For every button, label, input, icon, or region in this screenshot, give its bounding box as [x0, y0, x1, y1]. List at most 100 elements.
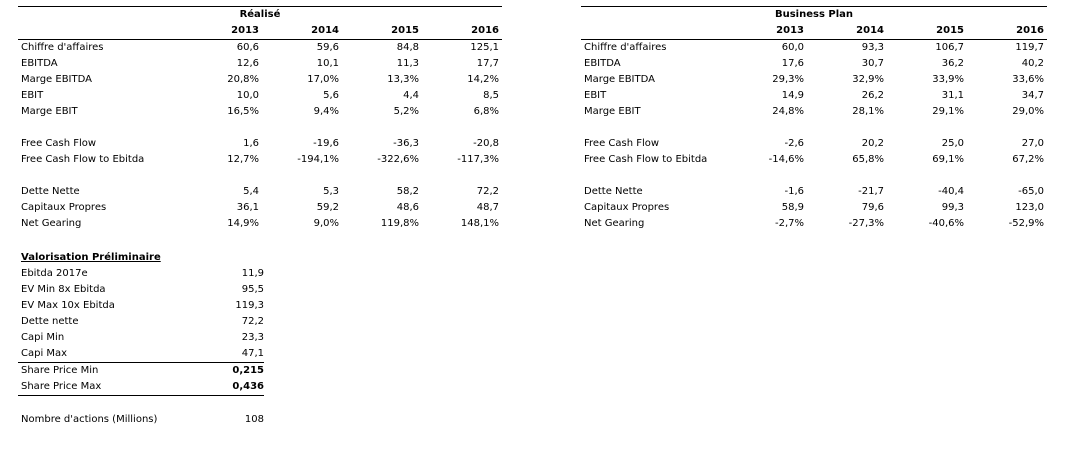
- table-row: Capitaux Propres 58,9 79,6 99,3 123,0: [581, 200, 1047, 216]
- realise-year-header: 2013 2014 2015 2016: [18, 23, 502, 40]
- row-label: Dette Nette: [584, 186, 643, 197]
- valorisation-label: Dette nette: [21, 316, 79, 327]
- row-label: Marge EBIT: [21, 106, 78, 117]
- valorisation-label: EV Max 10x Ebitda: [21, 300, 115, 311]
- business-plan-top-rule: [581, 6, 1047, 7]
- nombre-actions-value: 108: [244, 414, 264, 425]
- business-plan-year-header: 2013 2014 2015 2016: [581, 23, 1047, 40]
- cell-value: -2,7%: [774, 218, 804, 229]
- cell-value: 106,7: [935, 42, 964, 53]
- cell-value: 29,0%: [1012, 106, 1044, 117]
- cell-value: 33,6%: [1012, 74, 1044, 85]
- cell-value: -194,1%: [297, 154, 339, 165]
- cell-value: 9,0%: [313, 218, 339, 229]
- table-row: EBIT 14,9 26,2 31,1 34,7: [581, 88, 1047, 104]
- cell-value: -14,6%: [768, 154, 804, 165]
- cell-value: 29,3%: [772, 74, 804, 85]
- valorisation-row: Capi Min 23,3: [18, 330, 264, 346]
- valorisation-row: Ebitda 2017e 11,9: [18, 266, 264, 282]
- cell-value: -36,3: [393, 138, 419, 149]
- cell-value: 58,9: [781, 202, 804, 213]
- cell-value: 20,8%: [227, 74, 259, 85]
- cell-value: 119,7: [1015, 42, 1044, 53]
- cell-value: 24,8%: [772, 106, 804, 117]
- valorisation-label: EV Min 8x Ebitda: [21, 284, 106, 295]
- cell-value: 31,1: [941, 90, 964, 101]
- table-row: Dette Nette 5,4 5,3 58,2 72,2: [18, 184, 502, 200]
- year-header: 2013: [776, 25, 804, 36]
- valorisation-block: Valorisation Préliminaire Ebitda 2017e 11…: [18, 250, 264, 428]
- cell-value: 5,3: [323, 186, 339, 197]
- cell-value: 72,2: [476, 186, 499, 197]
- spacer: [18, 168, 502, 184]
- cell-value: 20,2: [861, 138, 884, 149]
- spacer: [18, 120, 502, 136]
- realise-body: Chiffre d'affaires 60,6 59,6 84,8 125,1 EBITD…: [18, 40, 502, 232]
- row-label: Capitaux Propres: [21, 202, 107, 213]
- table-row: Marge EBIT 16,5% 9,4% 5,2% 6,8%: [18, 104, 502, 120]
- table-row: Chiffre d'affaires 60,0 93,3 106,7 119,7: [581, 40, 1047, 56]
- cell-value: 25,0: [941, 138, 964, 149]
- cell-value: 119,8%: [380, 218, 419, 229]
- table-row: Net Gearing 14,9% 9,0% 119,8% 148,1%: [18, 216, 502, 232]
- table-row: Marge EBITDA 29,3% 32,9% 33,9% 33,6%: [581, 72, 1047, 88]
- cell-value: 58,2: [396, 186, 419, 197]
- valorisation-value: 23,3: [241, 332, 264, 343]
- row-label: Capitaux Propres: [584, 202, 670, 213]
- valorisation-row: EV Min 8x Ebitda 95,5: [18, 282, 264, 298]
- cell-value: 17,6: [781, 58, 804, 69]
- cell-value: 1,6: [243, 138, 259, 149]
- row-label: Marge EBITDA: [21, 74, 92, 85]
- row-label: Marge EBIT: [584, 106, 641, 117]
- row-label: Net Gearing: [584, 218, 645, 229]
- realise-table: Réalisé 2013 2014 2015 2016 Chiffre d'af…: [18, 6, 502, 232]
- cell-value: 48,7: [476, 202, 499, 213]
- valorisation-title-row: Valorisation Préliminaire: [18, 250, 264, 266]
- cell-value: -40,4: [938, 186, 964, 197]
- valorisation-value: 11,9: [241, 268, 264, 279]
- table-row: Dette Nette -1,6 -21,7 -40,4 -65,0: [581, 184, 1047, 200]
- cell-value: 59,2: [316, 202, 339, 213]
- table-row: EBIT 10,0 5,6 4,4 8,5: [18, 88, 502, 104]
- row-label: Free Cash Flow to Ebitda: [584, 154, 708, 165]
- year-header: 2014: [856, 25, 884, 36]
- business-plan-title: Business Plan: [774, 9, 854, 20]
- cell-value: -20,8: [473, 138, 499, 149]
- header-spacer: [581, 23, 724, 39]
- cell-value: 40,2: [1021, 58, 1044, 69]
- share-price-max-row: Share Price Max 0,436: [18, 379, 264, 396]
- year-header: 2013: [231, 25, 259, 36]
- spacer: [581, 168, 1047, 184]
- year-header: 2015: [391, 25, 419, 36]
- cell-value: 34,7: [1021, 90, 1044, 101]
- cell-value: 33,9%: [932, 74, 964, 85]
- cell-value: 17,0%: [307, 74, 339, 85]
- row-label: Dette Nette: [21, 186, 80, 197]
- table-row: Capitaux Propres 36,1 59,2 48,6 48,7: [18, 200, 502, 216]
- cell-value: 28,1%: [852, 106, 884, 117]
- row-label: Free Cash Flow: [584, 138, 660, 149]
- valorisation-label: Ebitda 2017e: [21, 268, 88, 279]
- table-row: Free Cash Flow -2,6 20,2 25,0 27,0: [581, 136, 1047, 152]
- share-price-max-value: 0,436: [232, 381, 264, 392]
- valorisation-value: 72,2: [241, 316, 264, 327]
- cell-value: -2,6: [784, 138, 804, 149]
- cell-value: 32,9%: [852, 74, 884, 85]
- cell-value: 17,7: [476, 58, 499, 69]
- row-label: Marge EBITDA: [584, 74, 655, 85]
- cell-value: 123,0: [1015, 202, 1044, 213]
- row-label: Free Cash Flow: [21, 138, 97, 149]
- cell-value: 29,1%: [932, 106, 964, 117]
- valorisation-row: EV Max 10x Ebitda 119,3: [18, 298, 264, 314]
- cell-value: 8,5: [483, 90, 499, 101]
- share-price-min-value: 0,215: [232, 365, 264, 376]
- valorisation-value: 95,5: [241, 284, 264, 295]
- cell-value: 48,6: [396, 202, 419, 213]
- table-row: Marge EBITDA 20,8% 17,0% 13,3% 14,2%: [18, 72, 502, 88]
- row-label: Net Gearing: [21, 218, 82, 229]
- valorisation-title: Valorisation Préliminaire: [21, 252, 161, 263]
- table-row: Free Cash Flow to Ebitda -14,6% 65,8% 69,1%…: [581, 152, 1047, 168]
- cell-value: 5,4: [243, 186, 259, 197]
- cell-value: -1,6: [784, 186, 804, 197]
- year-header: 2015: [936, 25, 964, 36]
